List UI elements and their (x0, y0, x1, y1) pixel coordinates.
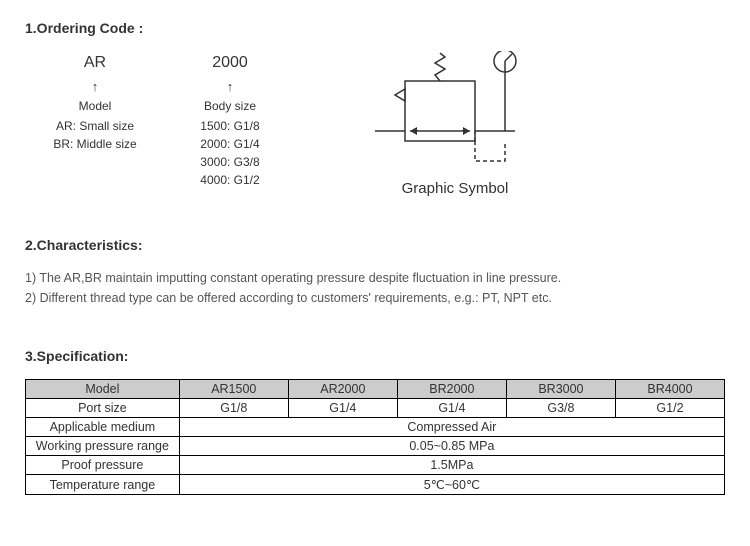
th: BR2000 (397, 380, 506, 399)
cell-merged: 5℃~60℃ (179, 475, 724, 495)
body-label: Body size (165, 97, 295, 115)
char-item: 2) Different thread type can be offered … (25, 288, 725, 308)
row-label: Temperature range (26, 475, 180, 495)
cell: G1/4 (288, 399, 397, 418)
graphic-symbol-block: Graphic Symbol (355, 51, 555, 197)
graphic-symbol-svg (355, 51, 555, 171)
row-label: Working pressure range (26, 437, 180, 456)
section3-title: 3.Specification: (25, 348, 725, 364)
section2-title: 2.Characteristics: (25, 237, 725, 253)
body-line: 4000: G1/2 (165, 171, 295, 189)
table-row: Temperature range 5℃~60℃ (26, 475, 725, 495)
th: AR2000 (288, 380, 397, 399)
th: BR4000 (615, 380, 724, 399)
row-label: Applicable medium (26, 418, 180, 437)
body-line: 2000: G1/4 (165, 135, 295, 153)
cell: G1/8 (179, 399, 288, 418)
char-item: 1) The AR,BR maintain imputting constant… (25, 268, 725, 288)
body-head: 2000 (165, 51, 295, 75)
row-label: Port size (26, 399, 180, 418)
body-line: 3000: G3/8 (165, 153, 295, 171)
section1-title: 1.Ordering Code : (25, 20, 725, 36)
bodysize-column: 2000 ↑ Body size 1500: G1/8 2000: G1/4 3… (165, 51, 295, 189)
table-header-row: Model AR1500 AR2000 BR2000 BR3000 BR4000 (26, 380, 725, 399)
ordering-code-row: AR ↑ Model AR: Small size BR: Middle siz… (25, 51, 725, 197)
spec-table: Model AR1500 AR2000 BR2000 BR3000 BR4000… (25, 379, 725, 495)
body-line: 1500: G1/8 (165, 117, 295, 135)
row-label: Proof pressure (26, 456, 180, 475)
th-model: Model (26, 380, 180, 399)
model-line: BR: Middle size (25, 135, 165, 153)
model-head: AR (25, 51, 165, 75)
cell-merged: 0.05~0.85 MPa (179, 437, 724, 456)
cell-merged: Compressed Air (179, 418, 724, 437)
model-arrow: ↑ (25, 77, 165, 97)
table-row: Proof pressure 1.5MPa (26, 456, 725, 475)
th: AR1500 (179, 380, 288, 399)
model-column: AR ↑ Model AR: Small size BR: Middle siz… (25, 51, 165, 153)
table-row: Working pressure range 0.05~0.85 MPa (26, 437, 725, 456)
table-row: Port size G1/8 G1/4 G1/4 G3/8 G1/2 (26, 399, 725, 418)
body-arrow: ↑ (165, 77, 295, 97)
th: BR3000 (506, 380, 615, 399)
symbol-caption: Graphic Symbol (355, 180, 555, 197)
cell: G1/4 (397, 399, 506, 418)
cell-merged: 1.5MPa (179, 456, 724, 475)
cell: G1/2 (615, 399, 724, 418)
table-row: Applicable medium Compressed Air (26, 418, 725, 437)
cell: G3/8 (506, 399, 615, 418)
characteristics-list: 1) The AR,BR maintain imputting constant… (25, 268, 725, 308)
model-line: AR: Small size (25, 117, 165, 135)
model-label: Model (25, 97, 165, 115)
